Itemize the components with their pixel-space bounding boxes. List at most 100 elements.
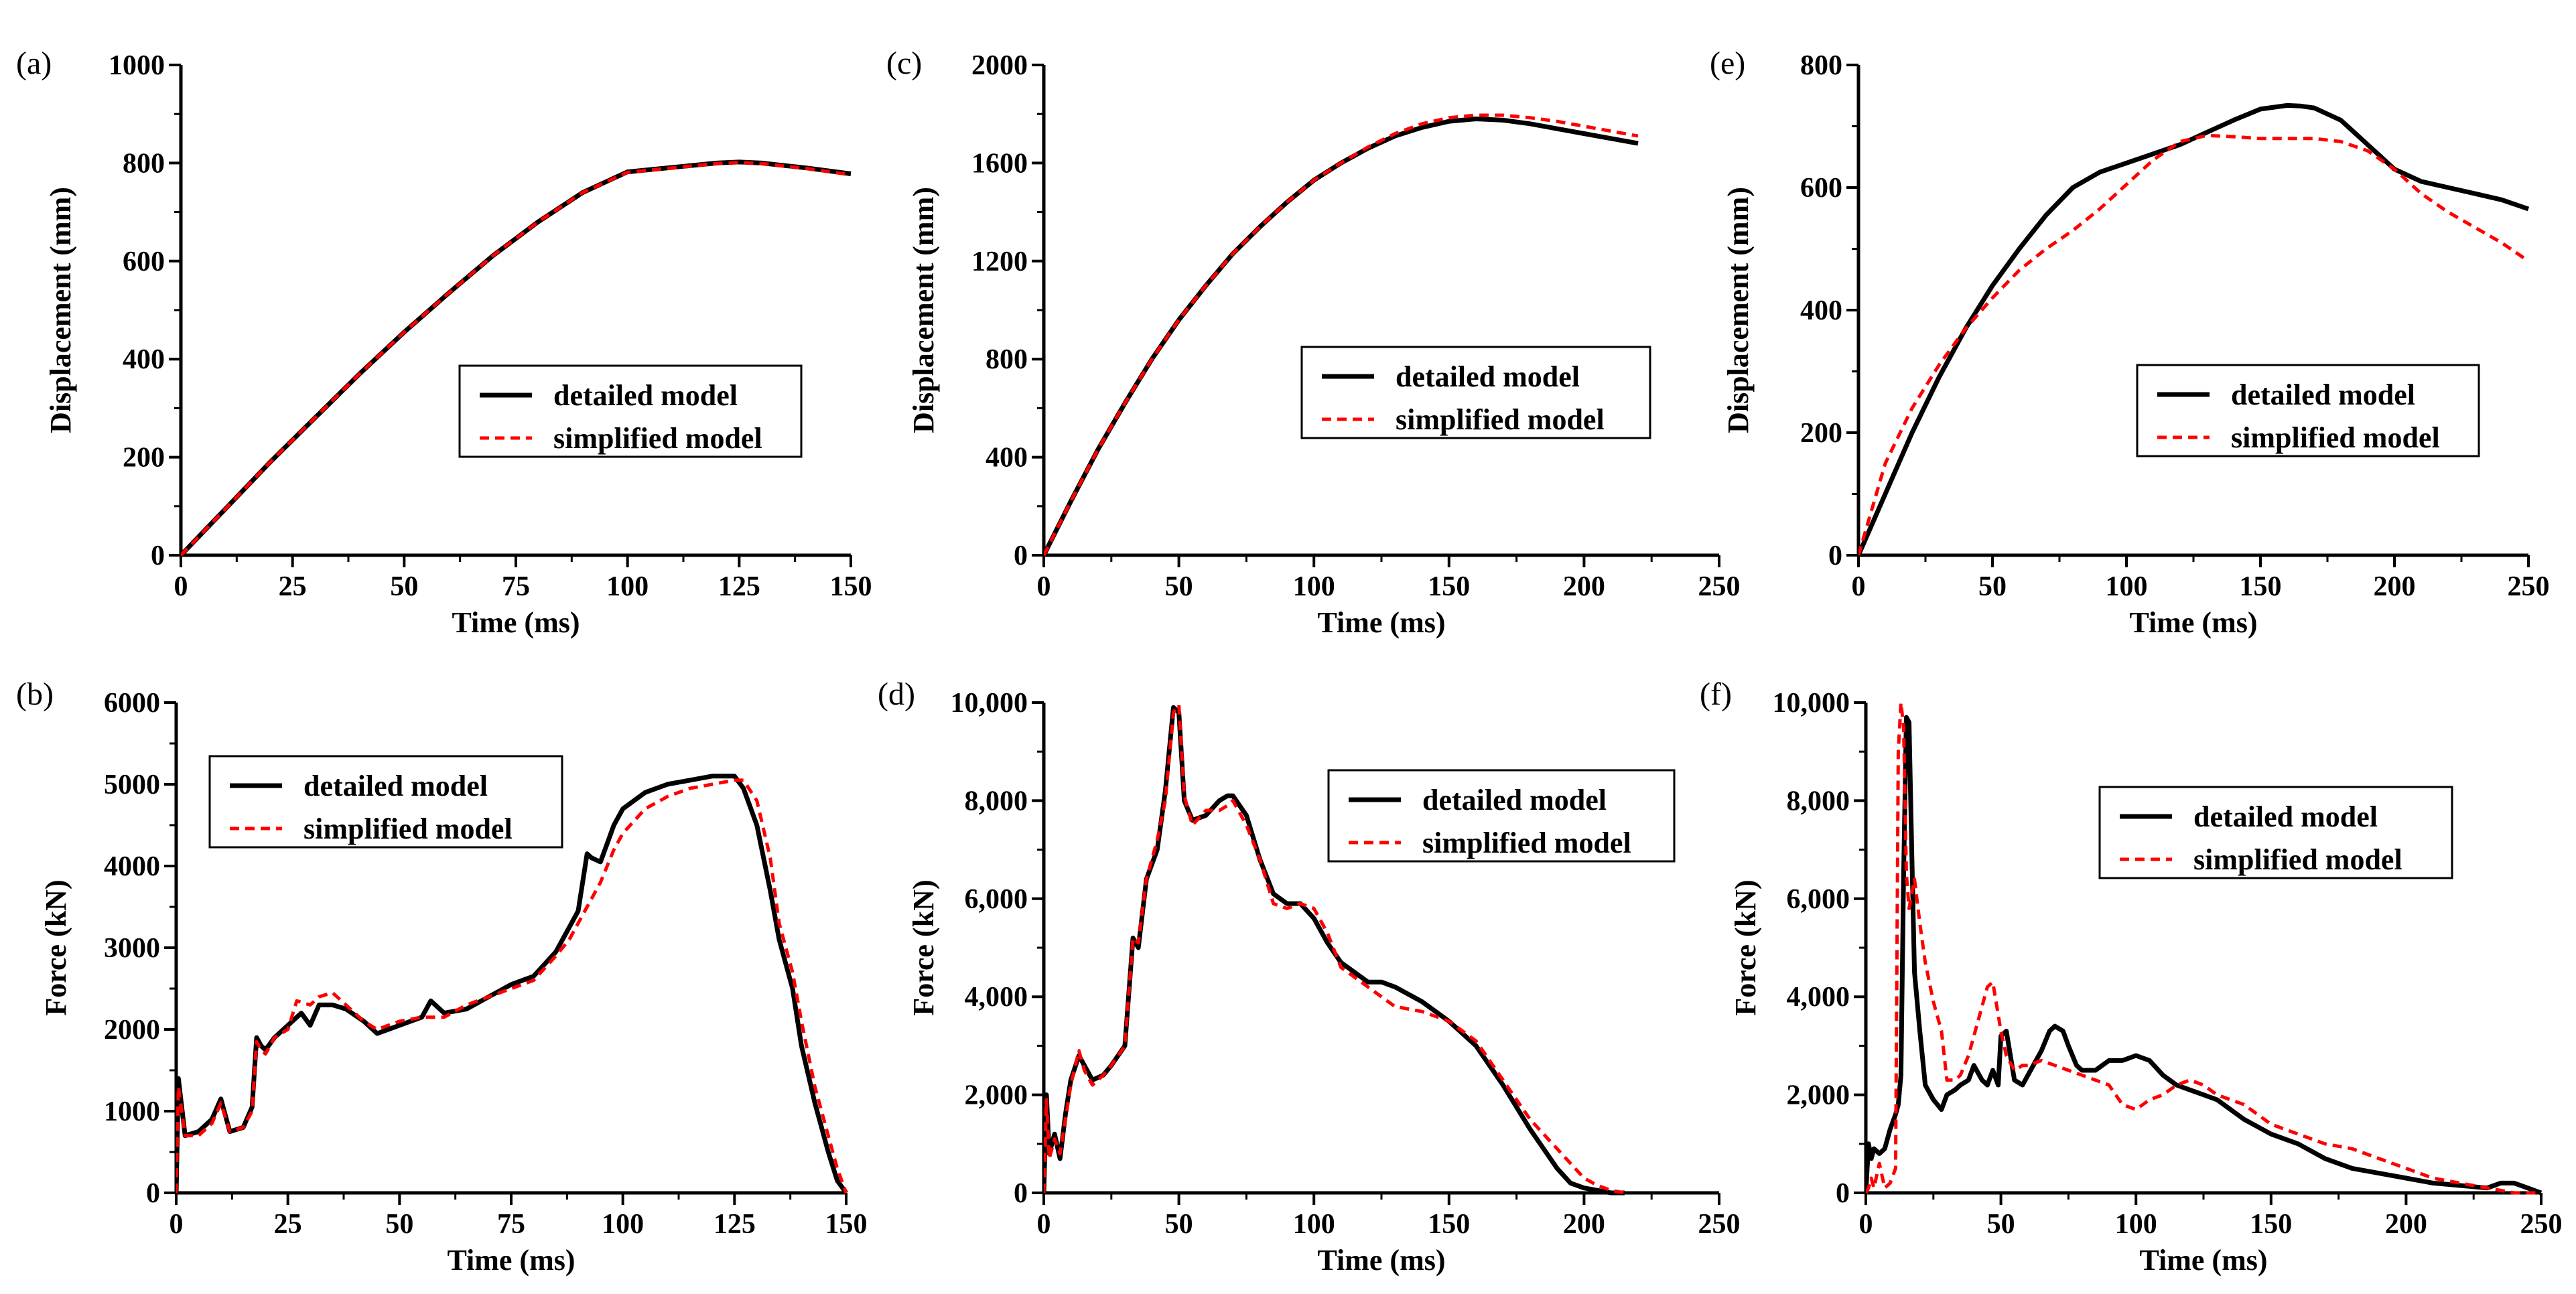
y-tick-label: 2000 [971, 50, 1028, 81]
x-tick-label: 0 [174, 571, 188, 602]
y-tick-label: 800 [986, 344, 1028, 375]
x-tick-label: 0 [1037, 571, 1051, 602]
y-axis-title: Displacement (mm) [907, 187, 940, 433]
series-line-simplified [181, 161, 852, 557]
x-axis-title: Time (ms) [2139, 1244, 2267, 1277]
x-tick-label: 50 [1978, 571, 2007, 602]
x-tick-label: 200 [1563, 571, 1605, 602]
x-tick-label: 75 [497, 1209, 525, 1240]
series-line-simplified [1044, 113, 1639, 557]
y-tick-label: 6000 [104, 688, 160, 719]
y-tick-label: 400 [123, 344, 165, 375]
y-tick-label: 0 [1836, 1178, 1850, 1209]
y-tick-label: 10,000 [951, 688, 1028, 719]
y-tick-label: 800 [123, 148, 165, 179]
y-tick-label: 8,000 [1787, 786, 1850, 816]
x-tick-label: 100 [606, 571, 649, 602]
series-line-detailed [1866, 715, 2543, 1196]
legend: detailed model simplified model [458, 364, 803, 458]
y-tick-label: 600 [1800, 173, 1842, 204]
y-axis-title: Displacement (mm) [44, 187, 77, 433]
y-tick-label: 0 [146, 1178, 160, 1209]
legend-label: detailed model [2193, 800, 2378, 833]
x-tick-label: 150 [2250, 1209, 2292, 1240]
y-tick-label: 400 [1800, 295, 1842, 326]
series-line-detailed [181, 159, 852, 557]
y-tick-label: 0 [151, 541, 165, 571]
x-axis-title: Time (ms) [2129, 606, 2257, 639]
x-tick-label: 125 [718, 571, 760, 602]
x-axis-title: Time (ms) [447, 1244, 575, 1277]
series-line-detailed [1044, 117, 1639, 557]
x-tick-label: 150 [825, 1209, 868, 1240]
y-tick-label: 2000 [104, 1015, 160, 1046]
chart-panel-d: (d) 0 50 100 150 200 250 0 2,000 4,000 6,000 8,000 1… [878, 676, 1741, 1277]
y-tick-label: 1600 [971, 148, 1028, 179]
chart-panel-b: (b) 0 25 50 75 100 125 150 0 1000 2000 3000 4000 5000… [16, 676, 868, 1277]
y-tick-label: 2,000 [1787, 1080, 1850, 1111]
x-axis-title: Time (ms) [1317, 1244, 1445, 1277]
x-tick-label: 0 [1852, 571, 1866, 602]
series-line-simplified [1858, 133, 2530, 556]
x-axis-title: Time (ms) [452, 606, 580, 639]
y-tick-label: 800 [1800, 50, 1842, 81]
panel-label: (f) [1700, 676, 1732, 712]
series-line-simplified [1044, 703, 1625, 1195]
chart-panel-f: (f) 0 50 100 150 200 250 0 2,000 4,000 6,000 8,000 1… [1700, 676, 2563, 1277]
y-tick-label: 10,000 [1773, 688, 1850, 719]
x-tick-label: 50 [1987, 1209, 2015, 1240]
y-tick-label: 0 [1014, 541, 1028, 571]
x-tick-label: 200 [2385, 1209, 2427, 1240]
x-tick-label: 250 [1698, 571, 1741, 602]
y-tick-label: 1000 [109, 50, 165, 81]
y-tick-label: 6,000 [1787, 884, 1850, 915]
x-tick-label: 125 [714, 1209, 756, 1240]
x-tick-label: 100 [2115, 1209, 2157, 1240]
y-axis-title: Force (kN) [40, 879, 72, 1015]
x-tick-label: 0 [1037, 1209, 1051, 1240]
legend-box [458, 364, 803, 458]
series-line-simplified [176, 778, 848, 1194]
panel-label: (e) [1710, 46, 1745, 81]
legend-label: simplified model [303, 812, 513, 845]
y-tick-label: 1200 [971, 246, 1028, 277]
x-tick-label: 50 [390, 571, 418, 602]
legend: detailed model simplified model [1300, 346, 1651, 439]
legend-box [2098, 786, 2453, 879]
legend-label: simplified model [1396, 403, 1605, 436]
panel-label: (d) [878, 676, 915, 712]
x-tick-label: 150 [1428, 571, 1470, 602]
y-tick-label: 6,000 [965, 884, 1028, 915]
legend-label: simplified model [2193, 843, 2402, 876]
legend-label: detailed model [303, 770, 488, 802]
y-tick-label: 600 [123, 246, 165, 277]
legend-label: simplified model [553, 422, 762, 455]
legend: detailed model simplified model [1327, 769, 1676, 863]
y-tick-label: 400 [986, 443, 1028, 474]
x-tick-label: 150 [1428, 1209, 1470, 1240]
legend: detailed model simplified model [2098, 786, 2453, 879]
legend-label: detailed model [553, 379, 738, 412]
y-tick-label: 0 [1828, 541, 1842, 571]
legend-box [208, 755, 563, 849]
x-tick-label: 200 [1563, 1209, 1605, 1240]
x-tick-label: 50 [1165, 1209, 1193, 1240]
series-line-detailed [1858, 102, 2530, 557]
x-tick-label: 50 [1165, 571, 1193, 602]
y-tick-label: 4,000 [965, 982, 1028, 1013]
x-tick-label: 150 [830, 571, 872, 602]
x-tick-label: 25 [274, 1209, 302, 1240]
y-tick-label: 2,000 [965, 1080, 1028, 1111]
x-tick-label: 0 [170, 1209, 184, 1240]
chart-panel-c: (c) 0 50 100 150 200 250 0 400 800 1200 1600 2000 Tim… [886, 46, 1741, 639]
x-tick-label: 200 [2374, 571, 2416, 602]
y-axis-title: Force (kN) [1729, 879, 1762, 1015]
x-tick-label: 100 [1293, 571, 1335, 602]
panel-label: (b) [16, 676, 54, 712]
legend-label: simplified model [1422, 826, 1631, 859]
x-axis-title: Time (ms) [1317, 606, 1445, 639]
legend-label: detailed model [1396, 360, 1580, 393]
x-tick-label: 250 [2520, 1209, 2563, 1240]
y-tick-label: 4,000 [1787, 982, 1850, 1013]
